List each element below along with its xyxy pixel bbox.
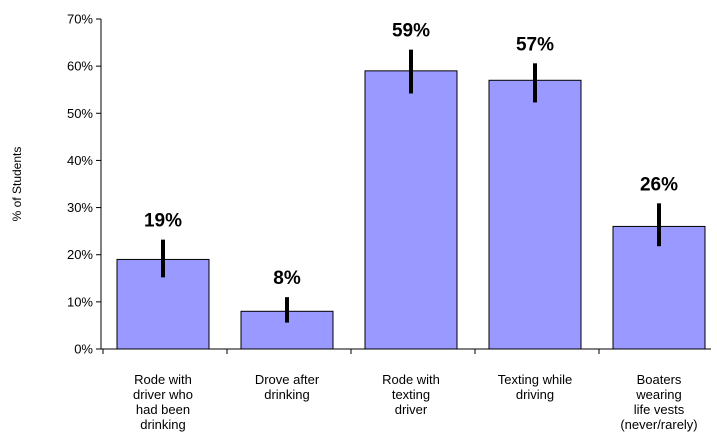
category-label-line: driver who xyxy=(133,387,193,402)
y-tick-label: 10% xyxy=(67,294,93,309)
category-label-line: driver xyxy=(395,402,428,417)
data-label: 19% xyxy=(144,211,182,232)
category-label: Boaters wearing life vests (never/rarely) xyxy=(620,372,697,432)
category-label-line: Texting while xyxy=(498,372,572,387)
data-label: 26% xyxy=(640,174,678,195)
y-tick-label: 50% xyxy=(67,106,93,121)
category-label: Rode with driver who had been drinking xyxy=(133,372,193,432)
category-label: Rode with texting driver xyxy=(382,372,440,417)
plot-area: 0%10%20%30%40%50%60%70%19%Rode with drive… xyxy=(67,12,711,432)
category-label: Drove after drinking xyxy=(255,372,320,402)
bar xyxy=(488,79,582,350)
category-label-line: had been xyxy=(136,402,190,417)
y-tick-label: 70% xyxy=(67,12,93,27)
bar xyxy=(364,70,458,350)
category-label-line: driving xyxy=(516,387,554,402)
category-label-line: drinking xyxy=(264,387,310,402)
category-label-line: drinking xyxy=(140,417,186,432)
category-label-line: wearing xyxy=(635,387,682,402)
category-label-line: Drove after xyxy=(255,372,320,387)
category-label-line: (never/rarely) xyxy=(620,417,697,432)
data-label: 8% xyxy=(273,268,301,289)
data-label: 57% xyxy=(516,34,554,55)
category-label-line: Boaters xyxy=(637,372,682,387)
y-tick-label: 30% xyxy=(67,200,93,215)
category-label-line: Rode with xyxy=(382,372,440,387)
y-tick-label: 60% xyxy=(67,59,93,74)
y-axis-title: % of Students xyxy=(10,147,24,222)
category-label-line: texting xyxy=(392,387,430,402)
y-tick-label: 40% xyxy=(67,153,93,168)
bar xyxy=(612,225,706,350)
y-tick-label: 0% xyxy=(74,342,93,357)
data-label: 59% xyxy=(392,21,430,42)
category-label-line: Rode with xyxy=(134,372,192,387)
category-label: Texting while driving xyxy=(498,372,572,402)
category-label-line: life vests xyxy=(634,402,685,417)
y-tick-label: 20% xyxy=(67,247,93,262)
